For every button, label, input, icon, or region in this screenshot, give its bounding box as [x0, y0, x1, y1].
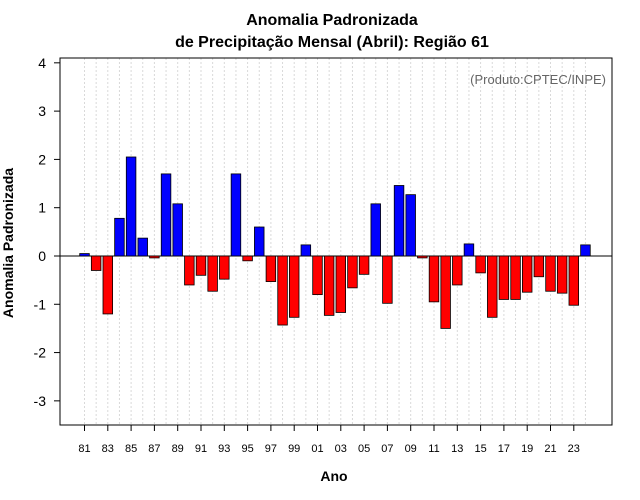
credit-text: (Produto:CPTEC/INPE)	[470, 72, 606, 87]
bar-91	[195, 255, 207, 276]
y-tick-label: -1	[34, 296, 47, 312]
x-tick-label: 07	[381, 443, 393, 455]
bar-07	[382, 255, 393, 304]
bar-82	[90, 255, 102, 271]
x-tick-label: 09	[405, 443, 417, 455]
x-axis-label: Ano	[320, 468, 347, 484]
bar-04	[347, 255, 358, 289]
bar-86	[137, 237, 148, 257]
x-tick-label: 15	[474, 443, 486, 455]
bar-96	[254, 226, 265, 257]
x-tick-label: 99	[288, 443, 300, 455]
y-tick-label: -3	[34, 393, 47, 409]
bar-17	[498, 255, 510, 300]
x-tick-label: 05	[358, 443, 370, 455]
chart-title-line2: de Precipitação Mensal (Abril): Região 6…	[175, 34, 489, 51]
bar-23	[568, 255, 580, 306]
bar-98	[277, 255, 288, 326]
bar-18	[510, 255, 521, 300]
bar-89	[172, 203, 183, 257]
vertical-gridlines	[84, 58, 586, 425]
x-tick-label: 13	[451, 443, 463, 455]
bar-00	[300, 244, 312, 257]
bar-81	[79, 253, 90, 257]
bar-15	[475, 255, 486, 274]
bar-12	[440, 255, 451, 329]
x-tick-label: 93	[218, 443, 230, 455]
y-tick-label: 1	[38, 200, 46, 216]
y-tick-label: -2	[34, 345, 47, 361]
chart-title-line1: Anomalia Padronizada	[246, 12, 418, 29]
bar-87	[149, 255, 160, 259]
bar-83	[102, 255, 114, 315]
x-tick-label: 21	[544, 443, 556, 455]
x-tick-label: 81	[78, 443, 90, 455]
y-axis: -3 -2 -1 0 1 2 3 4	[34, 55, 60, 409]
bar-19	[522, 255, 533, 293]
y-tick-label: 0	[38, 248, 46, 264]
bar-94	[230, 173, 242, 257]
bar-06	[370, 203, 381, 257]
x-tick-label: 11	[428, 443, 439, 455]
bar-90	[184, 255, 195, 286]
x-tick-label: 87	[148, 443, 160, 455]
bar-24	[580, 244, 591, 257]
bar-08	[393, 185, 405, 257]
bar-93	[219, 255, 230, 280]
x-tick-label: 91	[195, 443, 207, 455]
y-tick-label: 2	[38, 151, 46, 167]
x-tick-label: 01	[311, 443, 323, 455]
bar-99	[288, 255, 300, 318]
bar-14	[463, 243, 475, 257]
bar-20	[533, 255, 545, 278]
bar-97	[265, 255, 277, 282]
bar-22	[556, 255, 568, 294]
bar-05	[358, 255, 370, 275]
bar-85	[125, 156, 137, 257]
bar-10	[417, 255, 428, 259]
y-axis-label: Anomalia Padronizada	[0, 168, 16, 318]
x-tick-label: 83	[102, 443, 114, 455]
y-tick-label: 4	[38, 55, 46, 71]
x-tick-label: 19	[521, 443, 533, 455]
bar-03	[335, 255, 347, 313]
bar-21	[545, 255, 556, 292]
bar-95	[242, 255, 253, 262]
x-tick-label: 23	[568, 443, 580, 455]
bar-88	[160, 173, 172, 257]
bar-13	[452, 255, 463, 286]
plot-frame	[59, 57, 613, 426]
bar-01	[312, 255, 323, 296]
x-tick-label: 89	[172, 443, 184, 455]
x-tick-label: 97	[265, 443, 277, 455]
bar-92	[207, 255, 218, 292]
bar-16	[487, 255, 498, 318]
bars-group	[79, 156, 591, 329]
bar-84	[114, 217, 125, 257]
y-tick-label: 3	[38, 103, 46, 119]
bar-02	[323, 255, 335, 316]
bar-11	[428, 255, 440, 303]
x-tick-label: 85	[125, 443, 137, 455]
x-tick-label: 95	[241, 443, 253, 455]
x-axis: 81 83 85 87 89 91 93 95 97 99 01 03 05 07 09 11 13 15 17 19…	[78, 425, 580, 455]
x-tick-label: 03	[335, 443, 347, 455]
bar-09	[405, 194, 416, 257]
x-tick-label: 17	[498, 443, 510, 455]
